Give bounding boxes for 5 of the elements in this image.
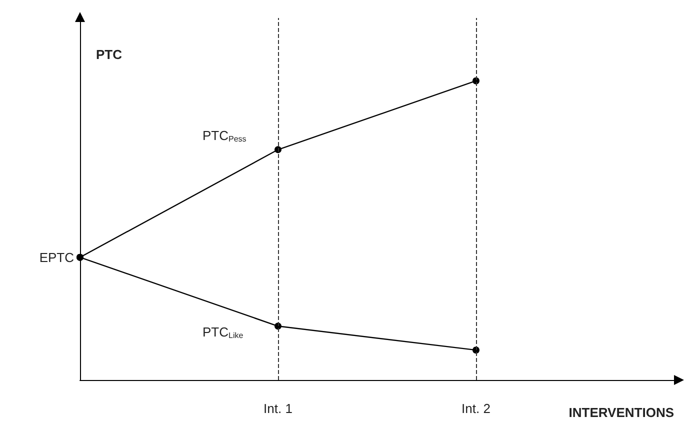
x-tick-label: Int. 1: [264, 401, 292, 416]
y-axis-title: PTC: [96, 47, 123, 62]
x-axis-title: INTERVENTIONS: [568, 405, 674, 420]
x-tick-label: Int. 2: [462, 401, 490, 416]
text: EPTC: [39, 250, 74, 265]
